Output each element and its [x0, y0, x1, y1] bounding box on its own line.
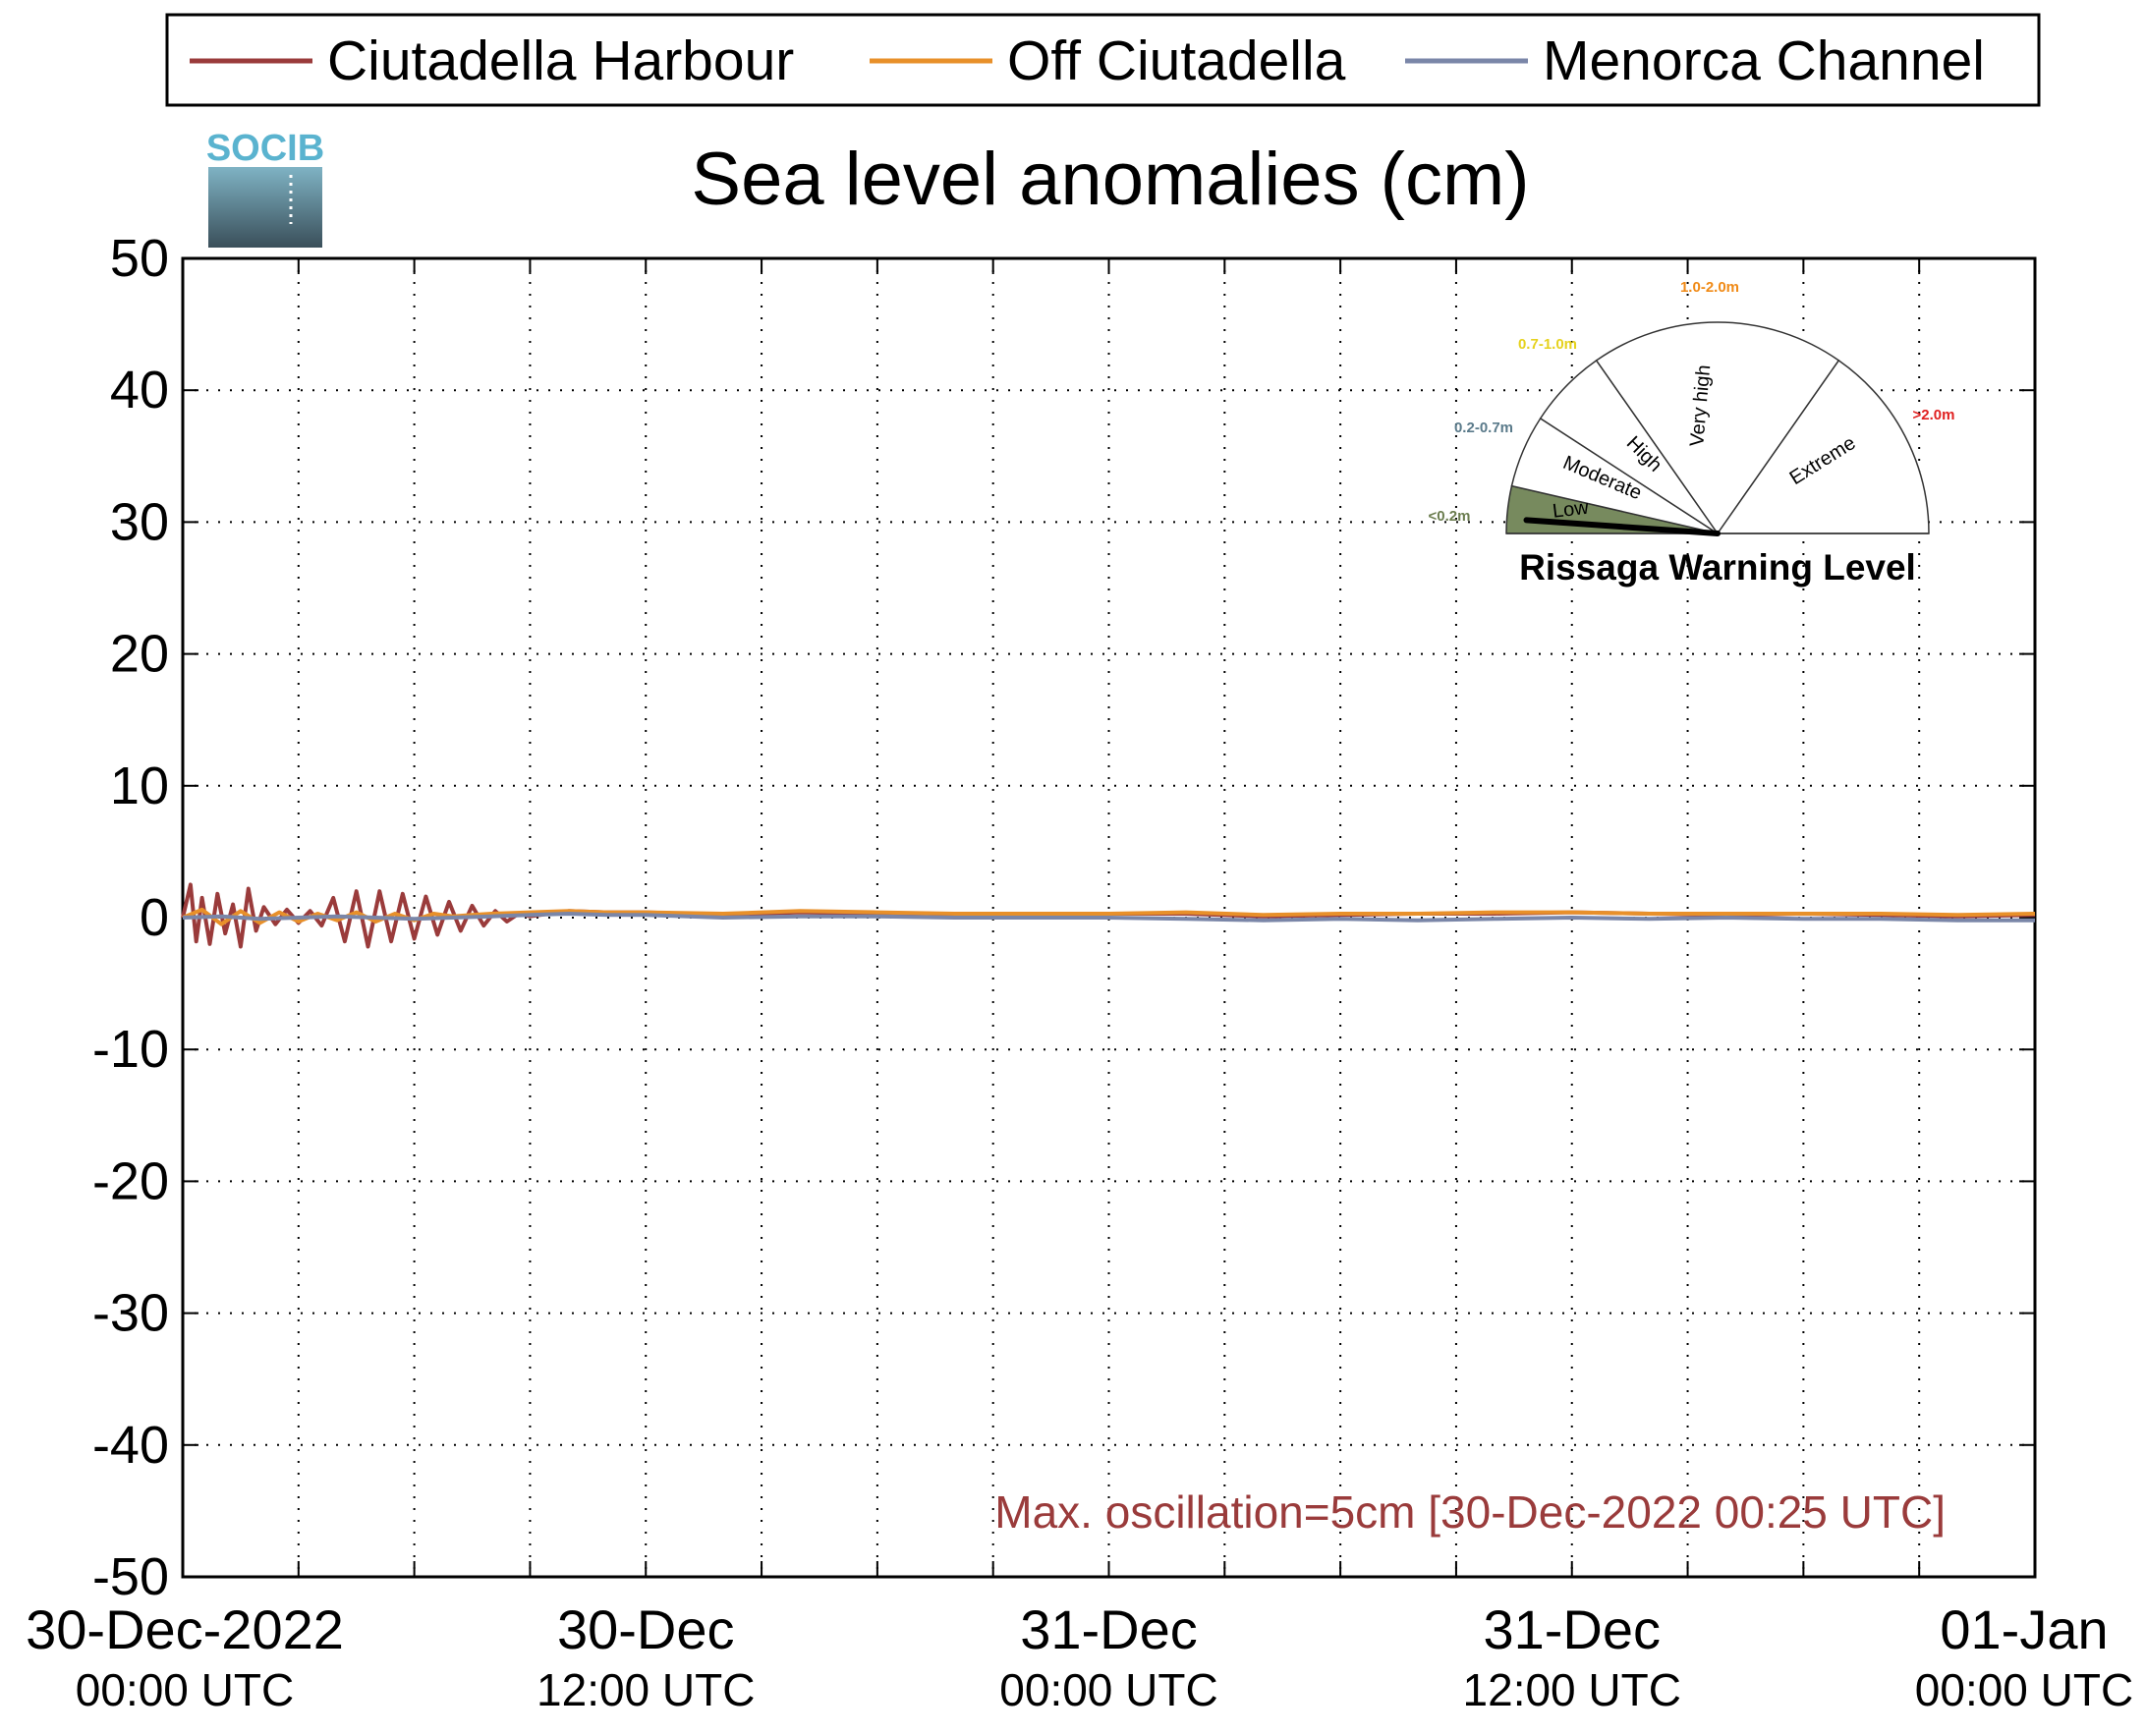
- series-lines: [181, 882, 2036, 949]
- chart-title: Sea level anomalies (cm): [691, 138, 1529, 221]
- legend-label-off-ciutadella: Off Ciutadella: [1007, 29, 1346, 92]
- y-tick-label: 0: [140, 888, 169, 947]
- gauge-range-label: >2.0m: [1913, 407, 1955, 423]
- gauge-sector-very-high: [1595, 321, 1840, 535]
- gauge-sector-extreme: [1716, 359, 1930, 534]
- y-tick-label: 50: [110, 229, 169, 288]
- legend-label-menorca-channel: Menorca Channel: [1543, 29, 1985, 92]
- x-tick-label-date: 30-Dec: [557, 1598, 735, 1660]
- x-tick-label-date: 31-Dec: [1020, 1598, 1198, 1660]
- x-tick-label-date: 31-Dec: [1483, 1598, 1661, 1660]
- y-tick-label: 20: [110, 625, 169, 684]
- max-oscillation-annotation: Max. oscillation=5cm [30-Dec-2022 00:25 …: [994, 1486, 1946, 1538]
- x-tick-label-time: 00:00 UTC: [76, 1664, 294, 1715]
- logo-block: [208, 167, 322, 248]
- legend-box: [165, 13, 2041, 107]
- x-tick-label-time: 12:00 UTC: [536, 1664, 755, 1715]
- y-tick-label: -50: [92, 1547, 169, 1606]
- series-line-menorca-channel: [182, 912, 2035, 923]
- gauge-sector-label: Low: [1552, 497, 1591, 523]
- gauge-range-label: <0.2m: [1429, 508, 1471, 525]
- gauge-range-label: 0.2-0.7m: [1454, 420, 1513, 436]
- y-tick-label: 10: [110, 756, 169, 815]
- legend: Ciutadella Harbour Off Ciutadella Menorc…: [165, 13, 2041, 107]
- socib-logo: SOCIB: [206, 128, 324, 248]
- gauge-range-label: 0.7-1.0m: [1518, 336, 1577, 353]
- legend-label-ciutadella-harbour: Ciutadella Harbour: [327, 29, 794, 92]
- y-tick-label: 30: [110, 492, 169, 551]
- y-tick-label: -10: [92, 1020, 169, 1079]
- y-axis-labels: 50 40 30 20 10 0 -10 -20 -30 -40 -50: [92, 229, 169, 1606]
- y-tick-label: -20: [92, 1151, 169, 1210]
- x-tick-label-date: 01-Jan: [1940, 1598, 2108, 1660]
- gauge-range-label: 1.0-2.0m: [1680, 279, 1739, 296]
- x-tick-label-date: 30-Dec-2022: [26, 1598, 344, 1660]
- y-tick-label: 40: [110, 361, 169, 420]
- x-tick-label-time: 00:00 UTC: [1915, 1664, 2133, 1715]
- y-tick-label: -40: [92, 1416, 169, 1475]
- y-tick-label: -30: [92, 1284, 169, 1343]
- logo-text: SOCIB: [206, 128, 324, 169]
- gauge-title: Rissaga Warning Level: [1519, 547, 1916, 588]
- gauge-needle: [1523, 517, 1721, 536]
- x-tick-label-time: 12:00 UTC: [1463, 1664, 1681, 1715]
- x-tick-label-time: 00:00 UTC: [999, 1664, 1217, 1715]
